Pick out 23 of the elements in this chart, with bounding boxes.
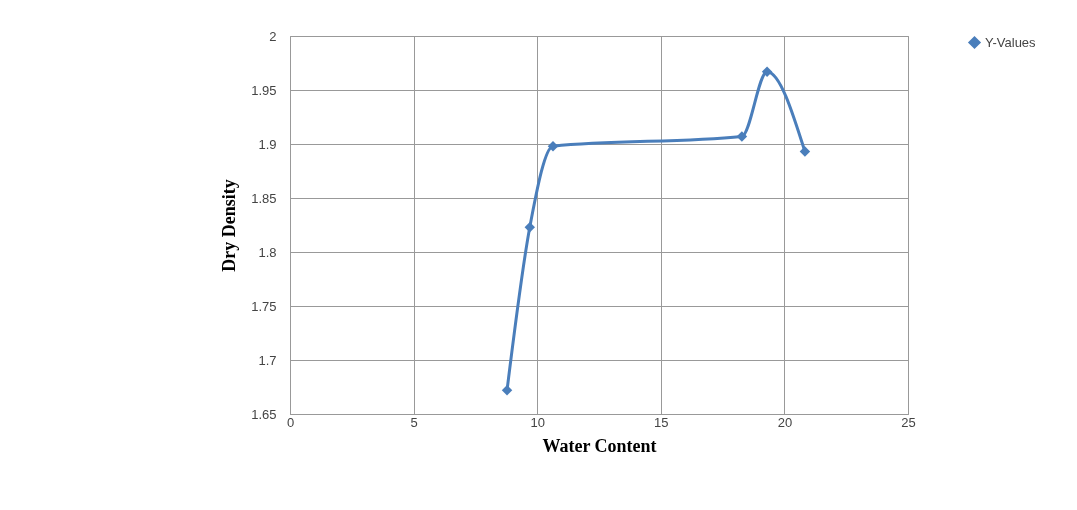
y-tick-label: 1.8 — [258, 244, 277, 260]
x-axis-title: Water Content — [542, 435, 657, 456]
y-tick-label: 1.9 — [258, 136, 277, 152]
y-tick-label: 2 — [269, 28, 277, 44]
point — [524, 221, 536, 233]
y-tick-label: 1.7 — [258, 352, 277, 368]
y-tick-label: 1.85 — [251, 190, 277, 206]
point — [799, 146, 811, 157]
legend-label: Y-Values — [985, 34, 1037, 50]
point — [501, 385, 513, 396]
y-tick-label: 1.75 — [251, 298, 277, 314]
x-tick-label: 5 — [410, 414, 418, 430]
x-tick-label: 20 — [777, 414, 793, 430]
x-tick-label: 15 — [654, 414, 669, 430]
point — [547, 140, 559, 152]
point — [736, 131, 748, 142]
x-tick-label: 0 — [286, 414, 295, 430]
x-tick-label: 25 — [901, 414, 916, 430]
point — [761, 66, 773, 77]
y-axis-title: Dry Density — [219, 179, 240, 272]
y-tick-label: 1.65 — [251, 406, 277, 422]
y-tick-label: 1.95 — [251, 82, 277, 98]
x-tick-label: 10 — [530, 414, 545, 430]
